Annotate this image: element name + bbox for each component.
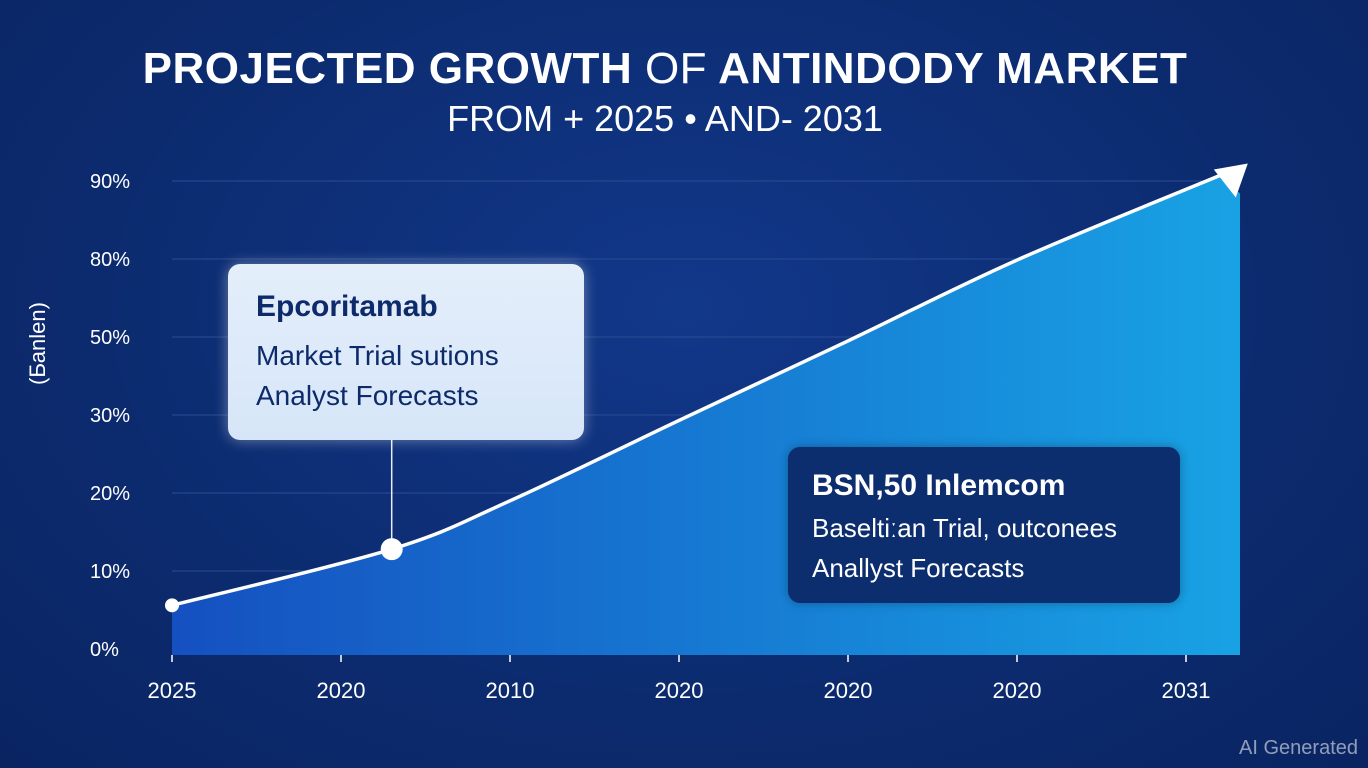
title-part: ANTINDODY MARKET <box>718 44 1188 93</box>
callout-title: BSN,50 Inlemcom <box>812 469 1066 502</box>
callout-line: Anallyst Forecasts <box>812 553 1025 583</box>
chart-title: PROJECTED GROWTH OF ANTINDODY MARKET <box>0 44 1330 94</box>
y-axis-label: (Ƃanlen) <box>25 302 50 385</box>
callout-line: Analyst Forecasts <box>256 380 479 411</box>
y-tick-label: 80% <box>90 249 130 271</box>
title-part: PROJECTED GROWTH <box>142 44 633 93</box>
watermark: AI Generated <box>1239 737 1358 759</box>
y-tick-label: 90% <box>90 171 130 193</box>
arrow-head-icon <box>1213 163 1248 198</box>
callout-title: Epcoritamab <box>256 290 438 323</box>
y-tick-label: 50% <box>90 327 130 349</box>
x-tick-label: 2020 <box>317 678 366 703</box>
y-tick-label: 20% <box>90 483 130 505</box>
y-tick-label: 0% <box>90 639 119 661</box>
x-tick-label: 2020 <box>993 678 1042 703</box>
x-tick-label: 2010 <box>486 678 535 703</box>
highlight-point <box>380 538 403 561</box>
x-tick-label: 2020 <box>824 678 873 703</box>
x-tick-label: 2031 <box>1162 678 1211 703</box>
data-point <box>165 598 179 613</box>
title-part: OF <box>644 44 708 93</box>
callout-forecast: BSN,50 Inlemcom Baseltiːan Trial, outcon… <box>788 447 1180 603</box>
callout-epcoritamab: Epcoritamab Market Trial sutions Analyst… <box>228 264 584 440</box>
x-tick-label: 2020 <box>655 678 704 703</box>
chart-subtitle: FROM + 2025 • AND- 2031 <box>447 98 883 139</box>
x-tick-label: 2025 <box>148 678 197 703</box>
y-tick-label: 10% <box>90 561 130 583</box>
callout-line: Baseltiːan Trial, outconees <box>812 513 1117 543</box>
callout-line: Market Trial sutions <box>256 340 499 371</box>
y-tick-label: 30% <box>90 405 130 427</box>
